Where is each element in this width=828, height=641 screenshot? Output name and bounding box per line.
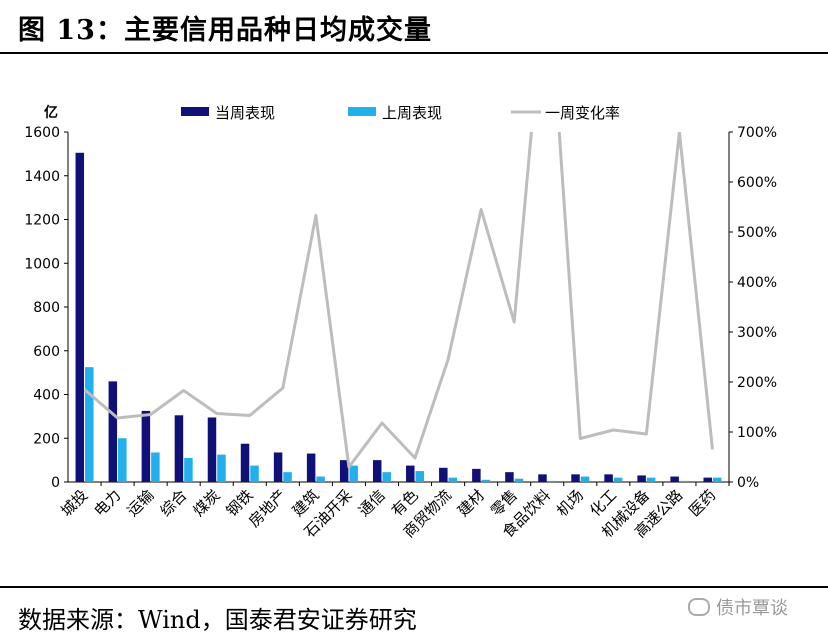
x-tick-label: 综合 [157,486,191,520]
x-tick-label: 机场 [553,486,587,520]
x-tick-label: 电力 [90,486,124,520]
bar-previous-week [382,472,391,482]
x-tick-label: 建材 [454,486,488,520]
bar-previous-week [613,477,623,482]
bar-previous-week [184,457,193,482]
y-left-tick-label: 400 [33,388,60,404]
bar-current-week [108,381,118,482]
y-axis-left: 0 200 400 600 800 1000 1200 1400 1600 [24,125,69,491]
x-tick-label: 煤炭 [190,486,224,520]
x-tick-label: 医药 [685,486,719,520]
y-right-tick-label: 500% [737,225,777,241]
legend-swatch [348,107,376,116]
bar-current-week [604,474,613,482]
bar-current-week [406,465,415,482]
bar-previous-week [481,479,491,482]
bar-current-week [472,468,481,482]
change-rate-line [83,132,714,469]
y-left-tick-label: 1600 [24,125,60,141]
bar-previous-week [85,367,94,482]
bar-previous-week [646,477,656,482]
bar-current-week [273,452,283,482]
bar-current-week [174,415,184,482]
bar-current-week [339,460,349,482]
y-left-tick-label: 1000 [24,256,60,272]
y-axis-unit-label: 亿 [44,104,58,121]
source-note: 数据来源：Wind，国泰君安证券研究 [18,606,417,634]
bar-current-week [372,460,382,482]
figure-title: 图 13：主要信用品种日均成交量 [18,15,432,46]
bar-previous-week [415,471,425,482]
bar-current-week [240,443,250,482]
wechat-icon [688,598,710,616]
y-right-tick-label: 200% [737,375,777,391]
bar-current-week [538,474,547,482]
x-axis-labels: 城投 电力 运输 综合 煤炭 钢铁房地产 建筑石油开采 通信 有色商贸物流 建材 零售食品饮料 机场化… [57,482,730,541]
bar-current-week [439,467,448,482]
bar-previous-week [151,452,160,482]
bar-current-week [637,475,646,482]
x-tick-label: 通信 [355,486,389,520]
legend-label: 当周表现 [215,104,275,122]
bar-current-week [207,417,217,482]
bar-previous-week [712,477,722,482]
legend: 当周表现 上周表现 一周变化率 [181,104,620,122]
change-line [83,132,714,469]
y-right-tick-label: 600% [737,175,777,191]
y-right-tick-label: 100% [737,425,777,441]
y-left-tick-label: 200 [33,431,60,447]
bar-current-week [571,474,580,482]
bar-current-week [306,453,316,482]
x-tick-label: 运输 [124,486,158,520]
bar-previous-week [316,476,325,482]
legend-swatch [181,107,209,116]
bar-previous-week [118,438,127,482]
y-right-tick-label: 0% [737,475,759,491]
bar-current-week [505,472,514,482]
y-left-tick-label: 1400 [24,169,60,185]
y-left-tick-label: 1200 [24,213,60,229]
bar-current-week [703,477,712,482]
legend-label: 一周变化率 [545,104,620,122]
legend-label: 上周表现 [382,104,442,122]
y-axis-right: 0% 100% 200% 300% 400% 500% 600% 700% [728,125,777,491]
x-tick-label: 房地产 [245,486,290,531]
y-right-tick-label: 700% [737,125,777,141]
bar-previous-week [217,454,226,482]
bar-current-week [141,410,151,482]
bar-current-week [75,152,85,482]
bar-previous-week [679,480,689,482]
bar-previous-week [580,476,590,482]
y-left-tick-label: 600 [33,344,60,360]
bar-current-week [670,476,679,482]
y-right-tick-label: 300% [737,325,777,341]
top-rule [0,52,828,54]
bar-previous-week [547,480,557,482]
watermark: 债市覃谈 [688,594,788,620]
bar-previous-week [514,478,524,482]
y-right-tick-label: 400% [737,275,777,291]
bottom-rule [0,586,828,588]
bar-previous-week [349,465,358,482]
watermark-text: 债市覃谈 [716,598,788,619]
y-left-tick-label: 800 [33,300,60,316]
bar-previous-week [250,465,259,482]
x-tick-label: 城投 [57,486,91,520]
y-left-tick-label: 0 [51,475,60,491]
bar-previous-week [448,477,458,482]
bar-previous-week [283,472,292,482]
